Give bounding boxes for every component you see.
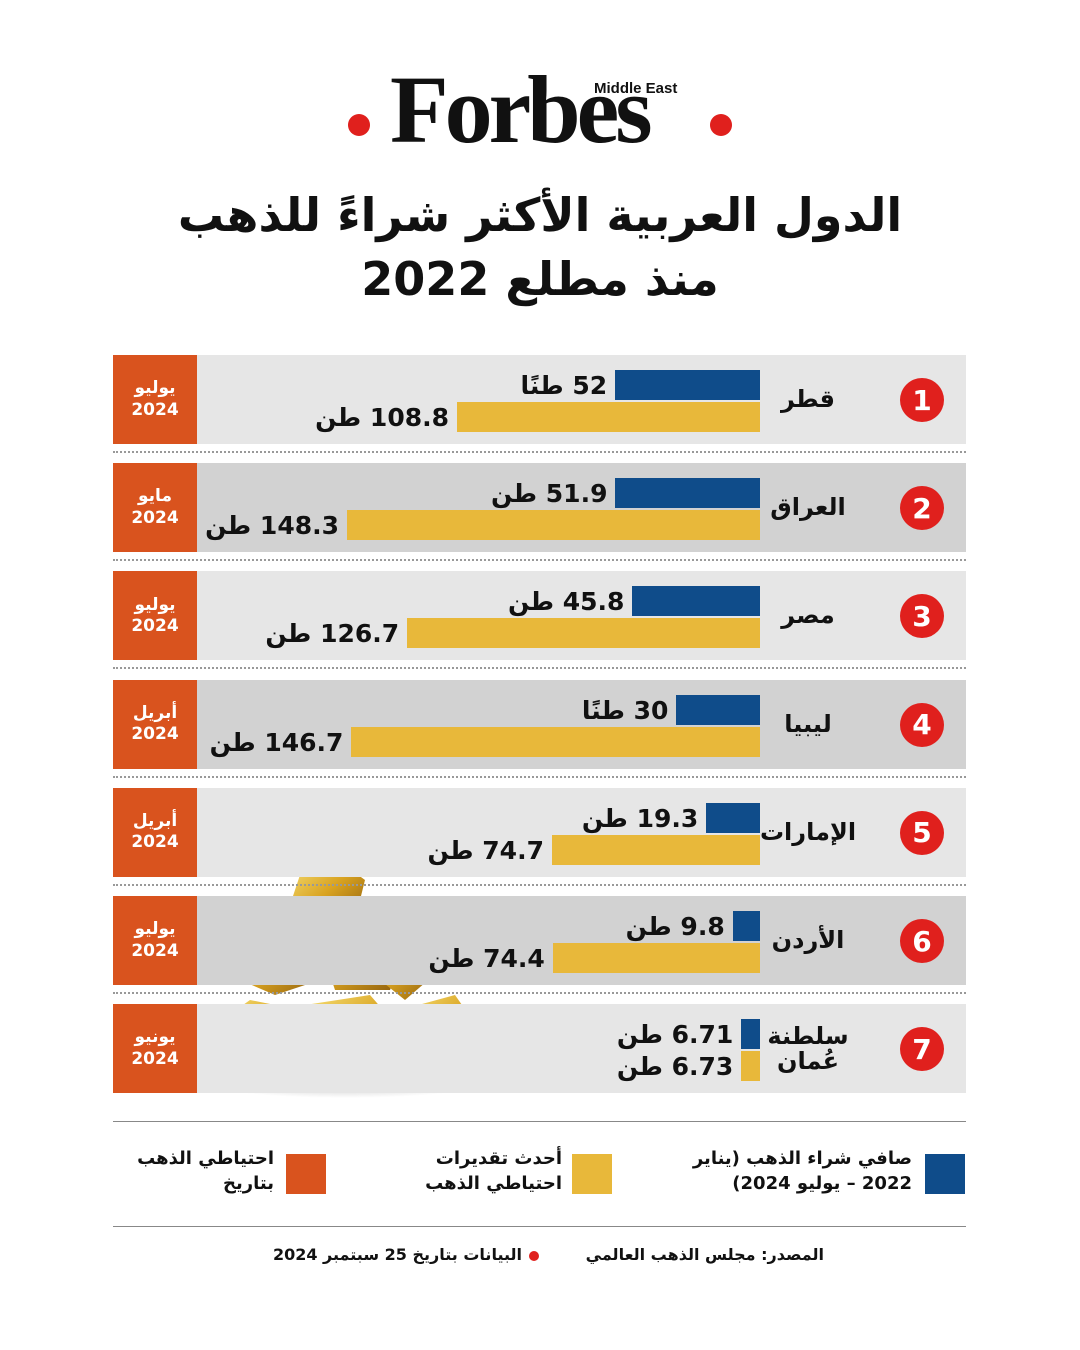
value-label: 52 طنًا (520, 371, 608, 400)
bar (741, 1019, 760, 1050)
country: ليبيا (784, 709, 832, 738)
bar (551, 834, 760, 865)
country: مصر (781, 601, 835, 630)
date-label: أبريل 2024 (113, 787, 197, 877)
date-label: يوليو 2024 (113, 571, 197, 661)
value-label: 51.9 طن (491, 479, 608, 509)
logo-dot (348, 114, 370, 136)
bar (346, 510, 760, 541)
value-label: 126.7 طن (265, 619, 400, 649)
bar (351, 726, 760, 757)
legend-label: أحدث تقديرات احتياطي الذهب (425, 1148, 562, 1195)
bar (615, 478, 760, 509)
source: المصدر: مجلس الذهب العالمي (585, 1245, 824, 1264)
title: منذ مطلع 2022 (361, 252, 719, 306)
legend-swatch (925, 1154, 965, 1194)
date-label: أبريل 2024 (113, 679, 197, 769)
divider (113, 1226, 966, 1227)
legend-label: احتياطي الذهب بتاريخ (137, 1148, 274, 1195)
value-label: 9.8 طن (625, 912, 725, 941)
bar (456, 402, 760, 432)
logo: Forbes (390, 56, 653, 163)
country: العراق (770, 493, 846, 522)
legend-swatch (286, 1154, 326, 1194)
row-separator (113, 667, 966, 670)
bar (676, 694, 760, 725)
rank: 5 (900, 810, 944, 855)
value-label: 74.4 طن (428, 944, 545, 973)
value-label: 146.7 طن (209, 727, 344, 757)
value-label: 108.8 طن (315, 403, 449, 432)
row-background (113, 787, 966, 877)
country: الإمارات (759, 817, 857, 846)
title: الدول العربية الأكثر شراءً للذهب (177, 188, 903, 242)
bar (706, 802, 760, 833)
rank: 4 (900, 702, 944, 747)
row-separator (113, 883, 966, 886)
row-separator (113, 775, 966, 778)
row-separator (113, 559, 966, 562)
bar (552, 943, 760, 973)
bar (732, 911, 760, 941)
rank: 7 (900, 1027, 944, 1072)
value-label: 74.7 طن (427, 835, 544, 865)
date-label: يوليو 2024 (113, 896, 197, 985)
rank: 3 (900, 594, 944, 639)
date-label: يوليو 2024 (113, 355, 197, 444)
rank: 1 (900, 378, 944, 422)
value-label: 6.73 طن (616, 1052, 734, 1082)
logo-edition: Middle East (594, 80, 678, 97)
separator-dot (529, 1251, 539, 1261)
value-label: 19.3 طن (581, 803, 699, 833)
date-note: البيانات بتاريخ 25 سبتمبر 2024 (272, 1245, 522, 1264)
rank: 6 (900, 919, 944, 963)
country: الأردن (771, 925, 845, 954)
date-label: مايو 2024 (113, 463, 197, 553)
value-label: 30 طنًا (581, 695, 669, 725)
bar (615, 370, 760, 400)
date-label: يونيو 2024 (113, 1004, 197, 1094)
row-separator (113, 451, 966, 453)
bar (407, 618, 760, 649)
country: قطر (780, 384, 836, 413)
value-label: 45.8 طن (508, 587, 625, 617)
row-background (113, 1004, 966, 1094)
bar (632, 586, 760, 617)
row-separator (113, 992, 966, 994)
legend-label: صافي شراء الذهب (يناير 2022 – يوليو 2024… (692, 1148, 912, 1195)
logo-dot (710, 114, 732, 136)
value-label: 6.71 طن (616, 1020, 734, 1050)
row-background (113, 896, 966, 985)
country: سلطنة عُمان (767, 1021, 849, 1075)
divider (113, 1121, 966, 1122)
rank: 2 (900, 486, 944, 531)
value-label: 148.3 طن (205, 511, 339, 541)
legend-swatch (572, 1154, 612, 1194)
bar (741, 1051, 760, 1082)
